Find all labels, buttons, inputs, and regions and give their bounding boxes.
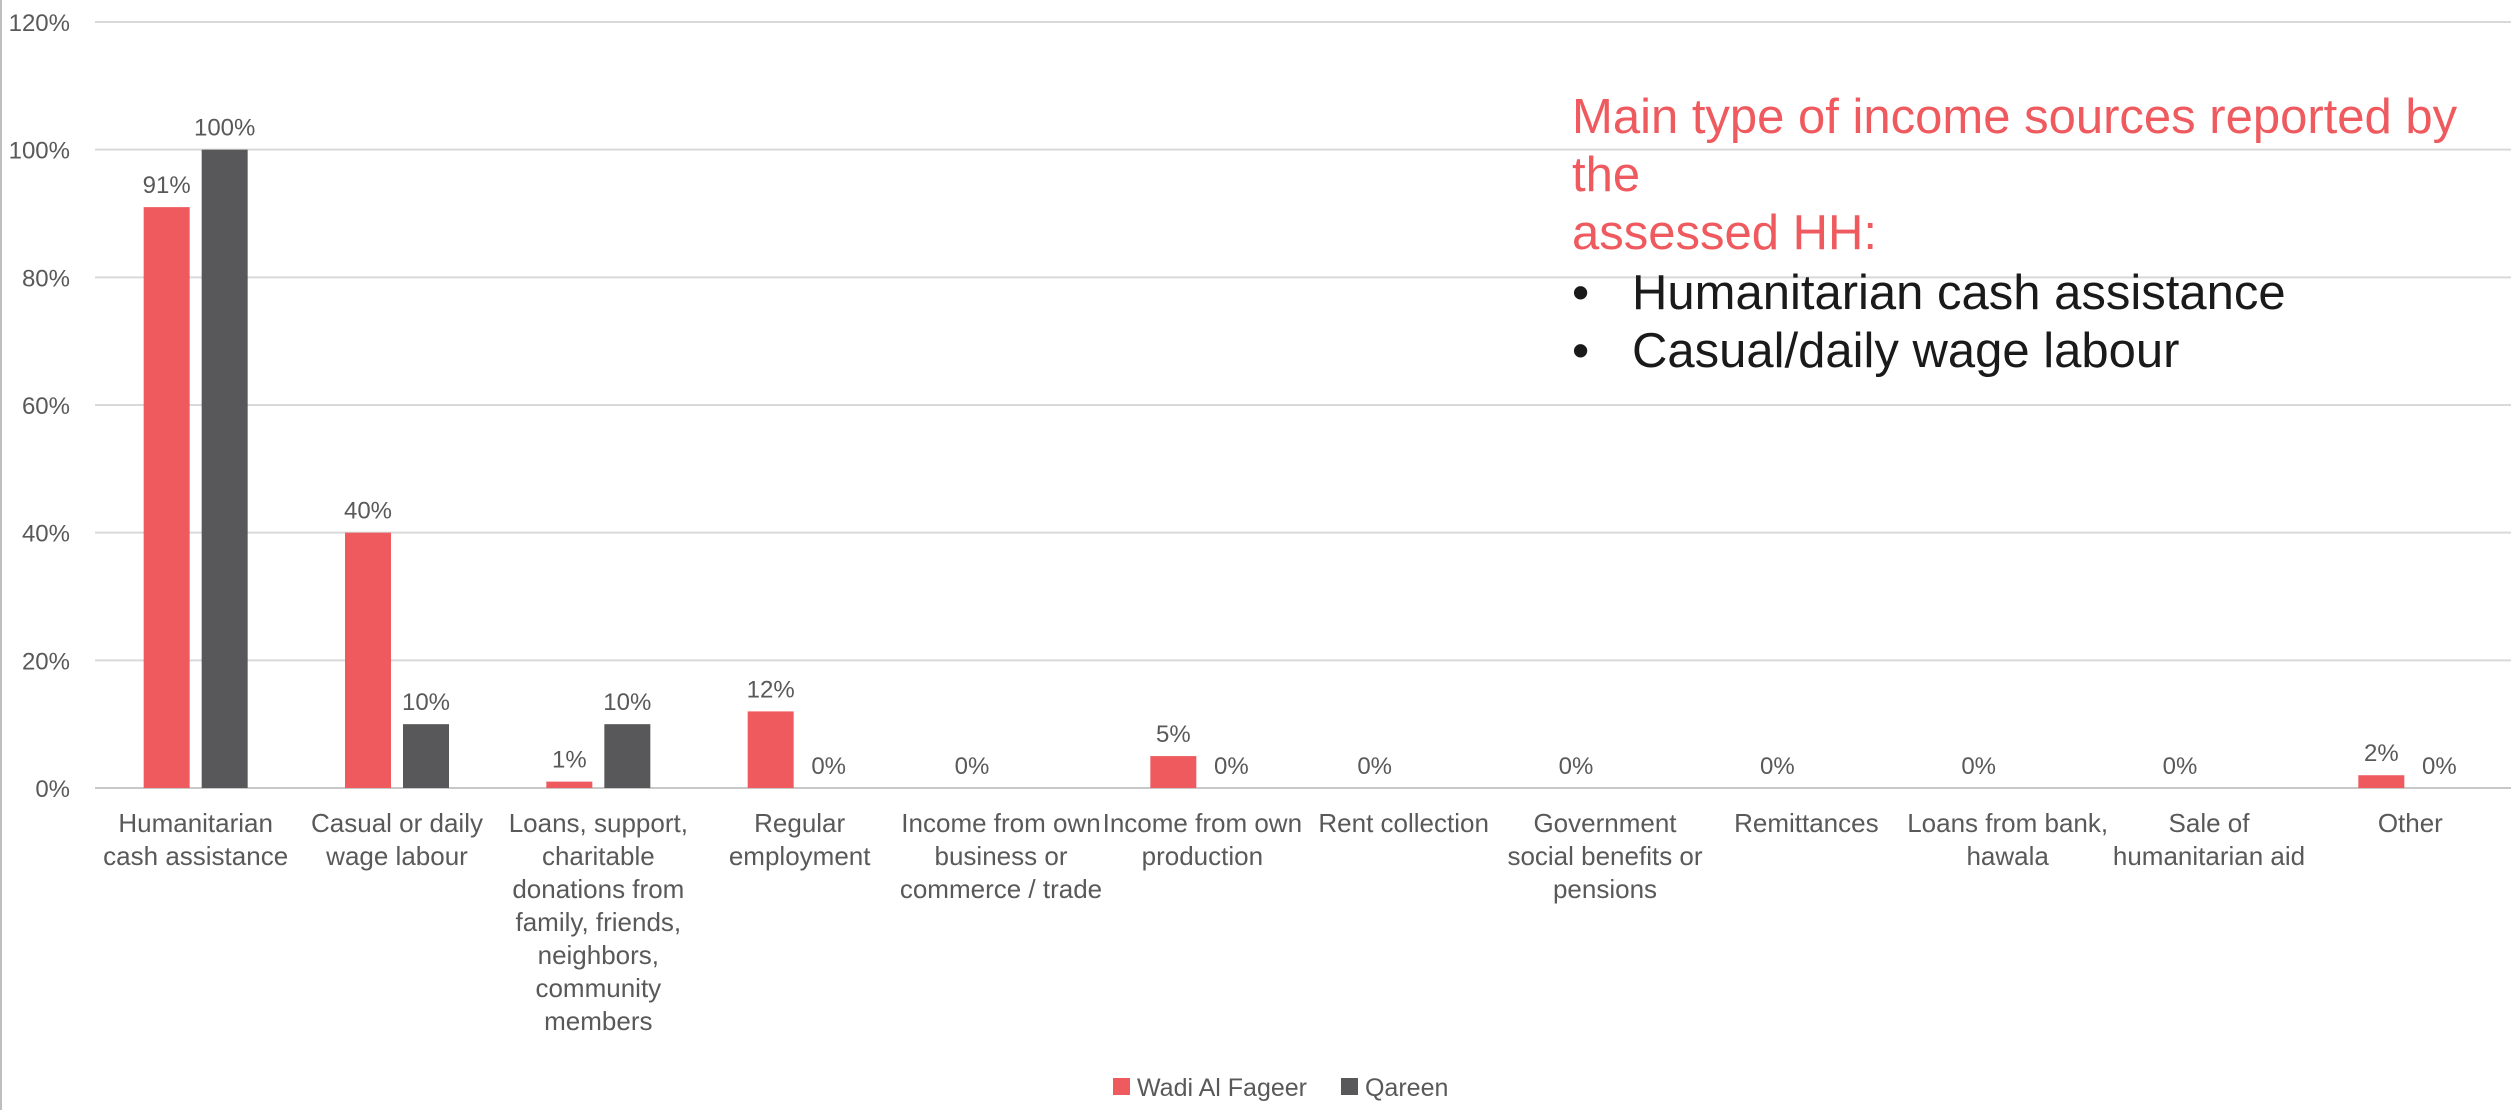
- legend-label: Qareen: [1365, 1074, 1448, 1102]
- bar-qareen: [201, 149, 248, 788]
- data-label: 12%: [747, 676, 795, 703]
- x-category-label: Sale of humanitarian aid: [2113, 808, 2305, 871]
- data-label: 0%: [2163, 753, 2198, 780]
- annotation-title-line: Main type of income sources reported by …: [1572, 90, 2458, 202]
- bar-wadi-al-fageer: [345, 532, 391, 788]
- annotation-bullet-text: Humanitarian cash assistance: [1632, 266, 2286, 320]
- chart-annotation: Main type of income sources reported by …: [1572, 88, 2502, 380]
- y-tick-label: 20%: [22, 648, 70, 675]
- data-label: 5%: [1156, 721, 1191, 748]
- data-label: 0%: [955, 753, 990, 780]
- x-category-label: Income from own business or commerce / tra…: [900, 808, 1102, 904]
- data-label: 0%: [811, 753, 846, 780]
- x-category-label: Remittances: [1734, 808, 1879, 838]
- annotation-title: Main type of income sources reported by …: [1572, 88, 2502, 262]
- bar-wadi-al-fageer: [2358, 775, 2405, 788]
- bar-wadi-al-fageer: [747, 711, 794, 788]
- y-tick-label: 40%: [22, 521, 70, 548]
- x-category-label: Government social benefits or pensions: [1507, 808, 1702, 904]
- x-category-label: Other: [2378, 808, 2443, 838]
- y-tick-label: 100%: [9, 138, 70, 165]
- annotation-bullet-item: • Humanitarian cash assistance: [1572, 264, 2502, 322]
- data-label: 2%: [2364, 740, 2399, 767]
- annotation-bullet-text: Casual/daily wage labour: [1632, 324, 2180, 378]
- x-category-label: Rent collection: [1318, 808, 1489, 838]
- y-tick-label: 80%: [22, 265, 70, 292]
- bullet-icon: •: [1572, 324, 1590, 378]
- x-category-label: Casual or daily wage labour: [311, 808, 483, 871]
- data-labels: 91% 100% 40% 10% 1% 10% 12% 0% 0% 5% 0% 0% 0% 0% 0% 0% 2…: [143, 115, 2457, 780]
- data-label: 0%: [1559, 753, 1594, 780]
- annotation-bullet-list: • Humanitarian cash assistance • Casual/…: [1572, 264, 2502, 380]
- data-label: 10%: [402, 689, 450, 716]
- annotation-title-line: assessed HH:: [1572, 206, 1878, 260]
- y-tick-label: 120%: [9, 10, 70, 37]
- x-category-label: Humanitarian cash assistance: [103, 808, 288, 871]
- y-tick-label: 60%: [22, 393, 70, 420]
- annotation-bullet-item: • Casual/daily wage labour: [1572, 322, 2502, 380]
- bars: [143, 149, 2405, 788]
- y-axis-tick-labels: 0% 20% 40% 60% 80% 100% 120%: [9, 10, 70, 803]
- data-label: 0%: [1760, 753, 1795, 780]
- bar-wadi-al-fageer: [546, 781, 593, 788]
- data-label: 0%: [1357, 753, 1392, 780]
- data-label: 10%: [603, 689, 651, 716]
- data-label: 91%: [143, 172, 191, 199]
- bar-qareen: [403, 724, 449, 788]
- y-tick-label: 0%: [35, 776, 70, 803]
- data-label: 1%: [552, 747, 587, 774]
- data-label: 0%: [2422, 753, 2457, 780]
- bullet-icon: •: [1572, 266, 1590, 320]
- bar-wadi-al-fageer: [1150, 756, 1197, 788]
- x-category-label: Regular employment: [729, 808, 871, 871]
- legend-label: Wadi Al Fageer: [1137, 1074, 1307, 1102]
- data-label: 0%: [1214, 753, 1249, 780]
- data-label: 0%: [1961, 753, 1996, 780]
- x-axis-category-labels: Humanitarian cash assistance Casual or dai…: [103, 808, 2443, 1036]
- data-label: 100%: [194, 115, 255, 142]
- bar-wadi-al-fageer: [143, 207, 190, 788]
- legend-swatch-qareen: [1340, 1078, 1358, 1095]
- x-category-label: Loans, support, charitable donations from f…: [509, 808, 688, 1036]
- legend-swatch-wadi-al-fageer: [1113, 1078, 1130, 1095]
- legend: Wadi Al Fageer Qareen: [1113, 1074, 1448, 1102]
- x-category-label: Income from own production: [1103, 808, 1302, 871]
- bar-qareen: [604, 724, 651, 788]
- x-category-label: Loans from bank, hawala: [1907, 808, 2108, 871]
- data-label: 40%: [344, 498, 392, 525]
